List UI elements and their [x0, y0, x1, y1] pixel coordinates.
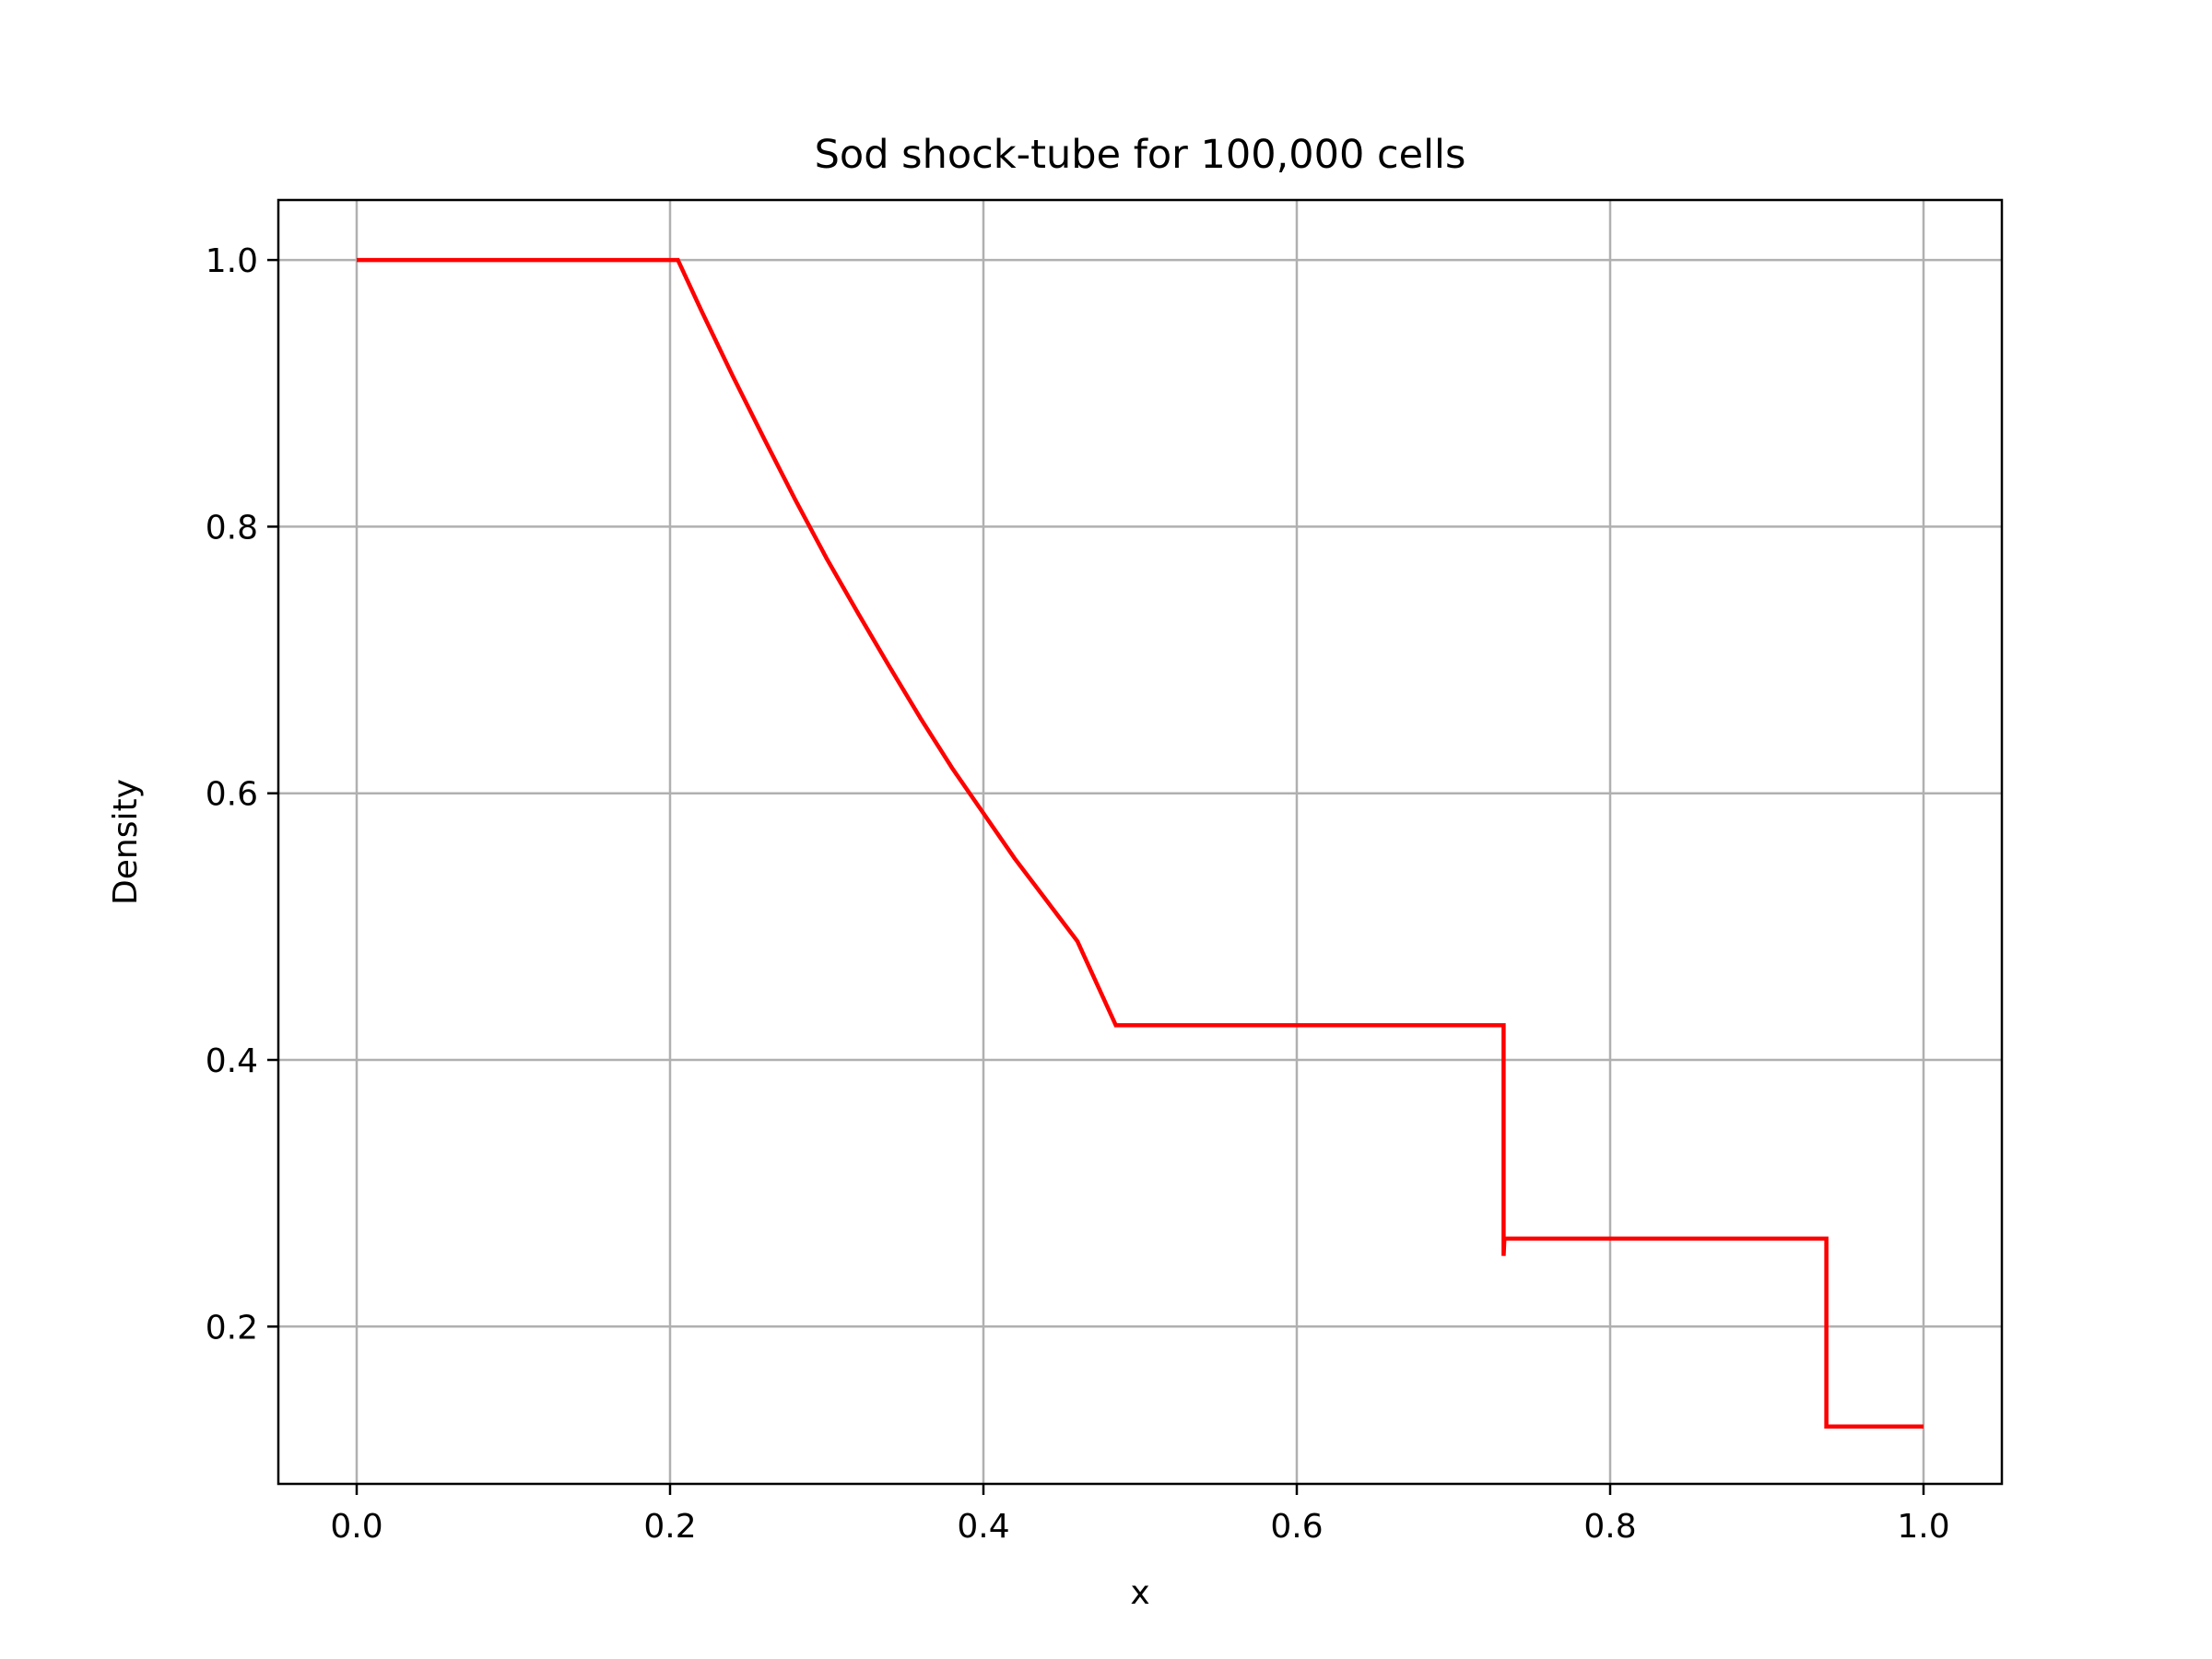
x-tick-label-0: 0.0 [330, 1508, 382, 1546]
x-tick-label-4: 0.8 [1583, 1508, 1636, 1546]
axis-ticks: 0.0 0.2 0.4 0.6 0.8 1.0 0.2 0.4 0.6 0.8 1.0 [206, 242, 1950, 1546]
x-axis-label: x [1130, 1574, 1149, 1612]
y-tick-label-0: 0.2 [206, 1309, 258, 1347]
y-axis-label: Density [107, 779, 145, 905]
y-tick-label-1: 0.4 [206, 1042, 258, 1080]
y-tick-label-4: 1.0 [206, 242, 258, 280]
x-tick-label-1: 0.2 [643, 1508, 696, 1546]
plot-frame [276, 198, 2004, 1486]
x-tick-label-2: 0.4 [957, 1508, 1009, 1546]
y-tick-label-3: 0.8 [206, 509, 258, 547]
y-tick-label-2: 0.6 [206, 776, 258, 814]
chart-title: Sod shock-tube for 100,000 cells [815, 132, 1466, 178]
x-tick-label-5: 1.0 [1897, 1508, 1949, 1546]
x-tick-label-3: 0.6 [1270, 1508, 1323, 1546]
density-series-line-0 [357, 257, 1924, 1430]
series-layer [357, 257, 1924, 1430]
